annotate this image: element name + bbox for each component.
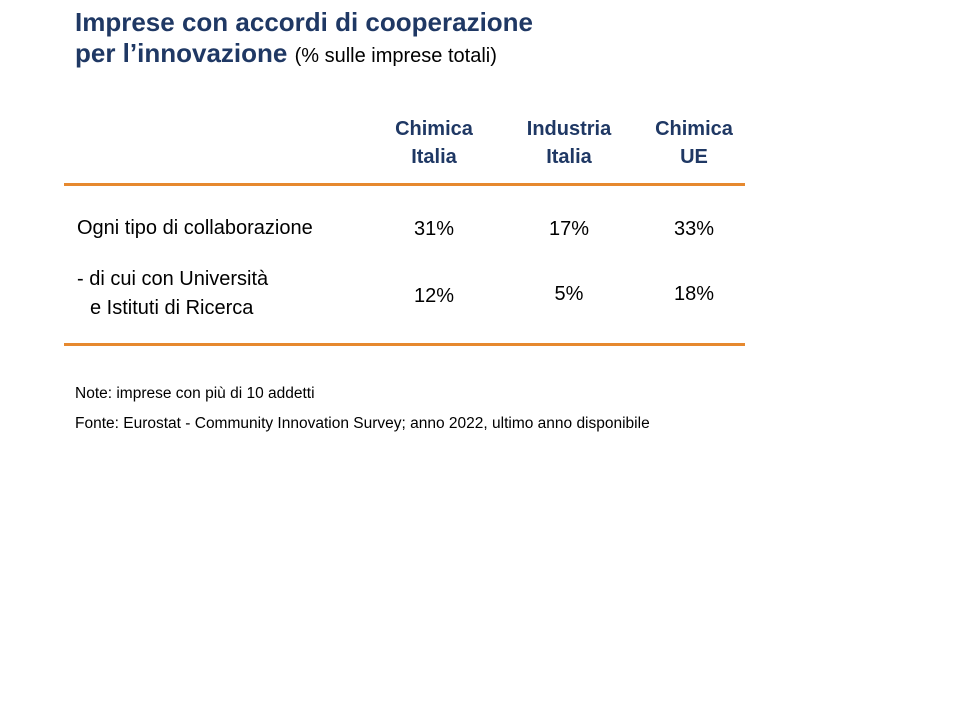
column-header-line-2: Italia (546, 146, 592, 168)
row-label-ogni-tipo: Ogni tipo di collaborazione (77, 217, 313, 239)
table-cell: 33% (673, 218, 715, 240)
note-text: Note: imprese con più di 10 addetti (75, 385, 315, 402)
row-label-universita: - di cui con Università e Istituti di Ri… (77, 265, 268, 323)
title-line-1: Imprese con accordi di cooperazione (75, 7, 534, 37)
table-cell: 31% (413, 218, 455, 240)
column-header-industria-italia: Industria Italia (509, 115, 629, 171)
table-bottom-rule (64, 343, 745, 346)
title-subtitle: (% sulle imprese totali) (294, 45, 497, 67)
source-text: Fonte: Eurostat - Community Innovation S… (75, 415, 650, 432)
title-line-2-text: per l’innovazione (75, 38, 288, 68)
row-label-line-2: e Istituti di Ricerca (90, 297, 254, 319)
row-label-line-1: - di cui con Università (77, 268, 269, 290)
column-header-line-1: Chimica (655, 118, 733, 140)
table-cell: 18% (673, 283, 715, 305)
column-header-line-2: UE (680, 146, 708, 168)
column-header-line-1: Chimica (395, 118, 473, 140)
column-header-line-1: Industria (526, 118, 612, 140)
column-header-chimica-ue: Chimica UE (634, 115, 754, 171)
title-line-2: per l’innovazione (% sulle imprese total… (75, 38, 533, 72)
column-header-chimica-italia: Chimica Italia (374, 115, 494, 171)
table-top-rule (64, 183, 745, 186)
page-title: Imprese con accordi di cooperazione per … (75, 7, 533, 72)
table-cell: 5% (554, 283, 584, 305)
table-cell: 17% (548, 218, 590, 240)
column-header-line-2: Italia (411, 146, 457, 168)
table-cell: 12% (413, 285, 455, 307)
